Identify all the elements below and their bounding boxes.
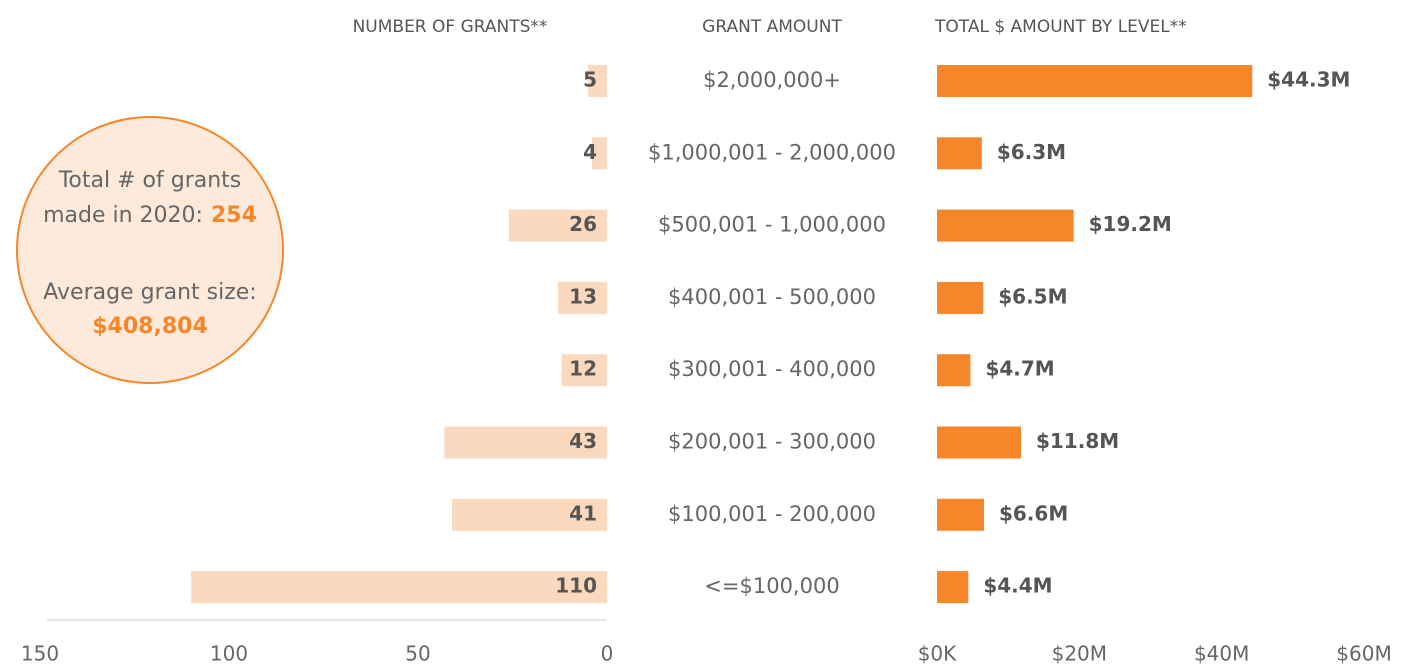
value-label: $4.4M	[983, 574, 1052, 598]
value-label: $44.3M	[1267, 68, 1350, 92]
bar	[937, 426, 1021, 459]
bar	[591, 137, 607, 170]
category-label: $500,001 - 1,000,000	[658, 213, 886, 237]
category-title: GRANT AMOUNT	[702, 17, 842, 37]
value-label: $6.6M	[999, 501, 1068, 525]
chart-title: TOTAL $ AMOUNT BY LEVEL**	[934, 17, 1187, 37]
bar	[937, 209, 1074, 242]
value-label: 26	[569, 212, 597, 236]
x-tick-label: 50	[405, 642, 430, 666]
x-tick-label: 0	[601, 642, 614, 666]
category-label: $100,001 - 200,000	[668, 502, 876, 526]
bar	[937, 65, 1253, 97]
x-tick-label: $0K	[918, 642, 957, 666]
x-tick-label: $40M	[1194, 642, 1249, 666]
chart-title: NUMBER OF GRANTS**	[353, 17, 548, 37]
bar	[452, 498, 607, 531]
category-label: $2,000,000+	[703, 68, 841, 92]
value-label: 12	[569, 357, 597, 381]
bar	[561, 354, 607, 387]
x-tick-label: $20M	[1052, 642, 1107, 666]
category-label: $200,001 - 300,000	[668, 430, 876, 454]
callout-average: $408,804	[92, 314, 208, 339]
x-tick-label: 150	[21, 642, 59, 666]
bar	[937, 281, 984, 314]
bar	[937, 354, 971, 387]
value-label: 41	[569, 501, 597, 525]
value-label: 4	[583, 140, 597, 164]
category-label: $400,001 - 500,000	[668, 285, 876, 309]
category-label: <=$100,000	[704, 574, 839, 598]
value-label: 43	[569, 429, 597, 453]
value-label: $11.8M	[1036, 429, 1119, 453]
x-tick-label: 100	[210, 642, 248, 666]
callout-total: 254	[211, 203, 257, 228]
value-label: 13	[569, 284, 597, 308]
category-label: $1,000,001 - 2,000,000	[648, 140, 896, 164]
callout-line: Average grant size:	[43, 280, 256, 305]
bar	[937, 498, 984, 531]
bar	[191, 571, 607, 604]
value-label: $6.3M	[997, 140, 1066, 164]
bar	[937, 137, 982, 170]
value-label: $6.5M	[998, 284, 1067, 308]
bar	[588, 65, 607, 97]
value-label: $19.2M	[1089, 212, 1172, 236]
x-tick-label: $60M	[1336, 642, 1391, 666]
bar	[508, 209, 607, 242]
value-label: 5	[583, 68, 597, 92]
value-label: 110	[555, 574, 597, 598]
callout-line: made in 2020: 254	[43, 203, 257, 228]
callout-circle	[16, 116, 284, 384]
bar	[444, 426, 607, 459]
value-label: $4.7M	[985, 357, 1054, 381]
bar	[557, 281, 607, 314]
category-label: $300,001 - 400,000	[668, 357, 876, 381]
callout-text: made in 2020:	[43, 203, 203, 228]
bar	[937, 571, 969, 604]
callout-line: Total # of grants	[58, 168, 242, 193]
